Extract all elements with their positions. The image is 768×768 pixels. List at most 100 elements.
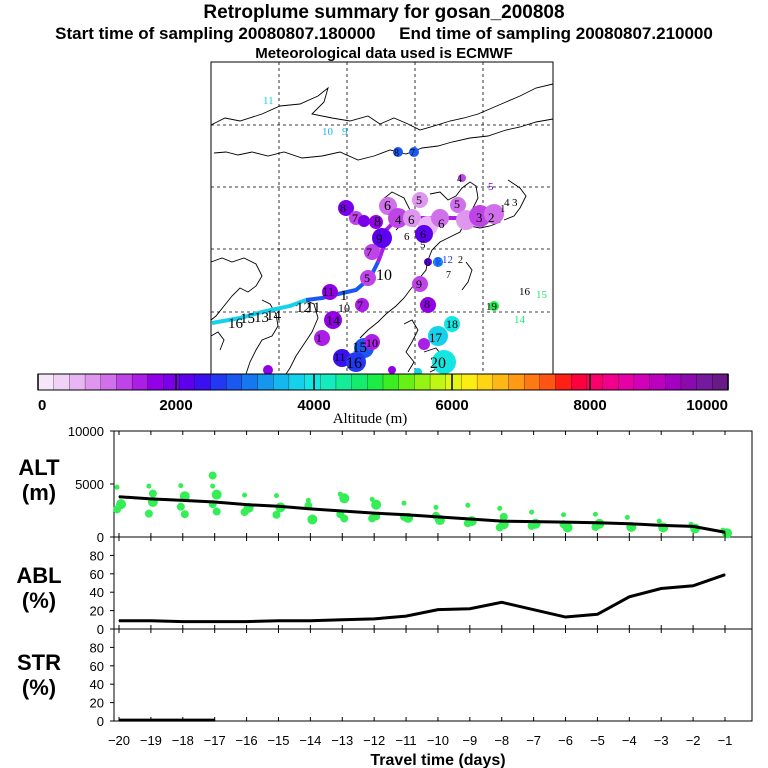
- map-label: 10: [366, 336, 378, 350]
- map-label: 13: [432, 257, 444, 269]
- map-label: 6: [408, 212, 415, 227]
- colorbar-swatch: [696, 373, 713, 391]
- map-label: 8: [374, 215, 381, 230]
- str-ylabel-name: STR: [17, 650, 61, 675]
- alt-particle-point: [495, 523, 504, 532]
- data-point-abl: [501, 601, 503, 603]
- cluster-marker: [338, 200, 354, 216]
- data-point-abl: [437, 609, 439, 611]
- colorbar-ticks: 0 2000 4000 6000 8000 10000: [37, 374, 729, 414]
- colorbar-tick-label: 2000: [159, 397, 192, 414]
- data-point-abl: [660, 587, 662, 590]
- alt-particle-point: [529, 509, 535, 515]
- timeseries-panels: 0 5000 10000 0 20 40 60 80 0 20 40 60 80 −20 −19 −18 −17…: [68, 424, 753, 748]
- map-label: 16: [228, 316, 244, 332]
- data-point-str: [118, 719, 120, 721]
- cluster-marker: [424, 258, 432, 266]
- map-label: 3: [476, 210, 483, 225]
- alt-particle-point: [210, 483, 216, 489]
- x-tick-label: −13: [331, 733, 353, 748]
- alt-particle-point: [561, 512, 567, 518]
- cluster-marker: [372, 228, 392, 248]
- colorbar-swatch: [194, 373, 212, 391]
- alt-particle-point: [212, 507, 221, 516]
- x-tick-label: −16: [236, 733, 258, 748]
- map-label: 14: [514, 314, 526, 326]
- colorbar-swatch: [163, 373, 180, 391]
- data-point-alt: [469, 518, 471, 520]
- alt-particle-point: [463, 519, 472, 528]
- data-point-abl: [277, 620, 280, 622]
- map-label: 8: [394, 148, 399, 159]
- map-label: 8: [340, 201, 346, 215]
- data-point-abl: [309, 620, 311, 622]
- map-label: 5: [364, 271, 370, 285]
- alt-particle-point: [340, 514, 349, 523]
- cluster-marker: [418, 338, 430, 350]
- data-point-abl: [182, 621, 184, 623]
- y-tick-label: 10000: [68, 424, 104, 439]
- alt-particle-point: [656, 518, 662, 524]
- colorbar-swatches: [37, 373, 729, 391]
- map-label: 5: [454, 197, 460, 211]
- x-tick-label: −2: [686, 733, 701, 748]
- data-point-abl: [564, 616, 567, 618]
- str-ylabel-unit: (%): [21, 675, 57, 700]
- data-point-abl: [628, 596, 630, 598]
- map-label: 11: [322, 284, 335, 299]
- y-tick-label: 0: [97, 530, 104, 545]
- map-label: 7: [366, 245, 372, 259]
- alt-particle-point: [499, 512, 508, 521]
- x-tick-label: −15: [267, 733, 289, 748]
- alt-particle-point: [465, 502, 471, 508]
- alt-particle-point: [146, 483, 152, 489]
- map-label: 16: [346, 355, 362, 372]
- colorbar-swatch: [351, 373, 368, 391]
- colorbar-swatch: [649, 373, 666, 391]
- data-point-alt: [182, 499, 184, 502]
- map-label: 9: [376, 231, 383, 246]
- series-line-alt: [118, 495, 726, 534]
- str-panel-frame: [113, 628, 753, 722]
- data-point-alt: [309, 508, 311, 510]
- map-label: 15: [536, 289, 548, 301]
- x-tick-label: −12: [363, 733, 385, 748]
- map-label: 1: [500, 203, 506, 215]
- alt-particle-point: [273, 493, 279, 499]
- series-line-abl: [119, 573, 726, 624]
- map-label: 14: [266, 308, 282, 324]
- x-tick-label: −9: [462, 733, 477, 748]
- colorbar-swatch: [304, 373, 321, 391]
- met-data-line: Meteorological data used is ECMWF: [255, 45, 513, 62]
- start-time: Start time of sampling 20080807.180000: [55, 24, 376, 43]
- colorbar-swatch: [602, 373, 619, 391]
- data-point-abl: [118, 620, 120, 622]
- map-label: 7: [357, 298, 363, 312]
- map-label: 1: [340, 288, 348, 304]
- cluster-markers: [263, 147, 504, 376]
- colorbar-swatch: [414, 373, 431, 391]
- data-point-alt: [405, 514, 407, 516]
- alt-scatter-points: [113, 471, 732, 539]
- map-label: 2: [458, 255, 463, 266]
- alt-particle-point: [178, 483, 184, 489]
- cluster-marker: [433, 257, 443, 267]
- x-axis-title: Travel time (days): [370, 752, 505, 768]
- map-day-labels: 11 10 9 8 7 5 4 8 7 6 5 8 4 6 6 5 3 2 4 …: [228, 95, 548, 372]
- x-tick-label: −4: [622, 733, 637, 748]
- colorbar-swatch: [37, 373, 55, 391]
- map-label: 8: [424, 297, 430, 311]
- data-point-str: [214, 719, 216, 721]
- data-point-abl: [341, 619, 343, 621]
- colorbar-swatch: [429, 373, 447, 391]
- data-point-abl: [214, 621, 216, 623]
- data-point-abl: [724, 574, 726, 576]
- alt-particle-point: [144, 509, 153, 518]
- alt-particle-point: [179, 491, 190, 502]
- colorbar-swatch: [539, 373, 557, 391]
- colorbar-swatch: [100, 373, 118, 391]
- colorbar-swatch: [476, 373, 494, 391]
- data-point-alt: [277, 505, 280, 507]
- colorbar-swatch: [712, 373, 729, 391]
- colorbar-swatch: [257, 373, 274, 391]
